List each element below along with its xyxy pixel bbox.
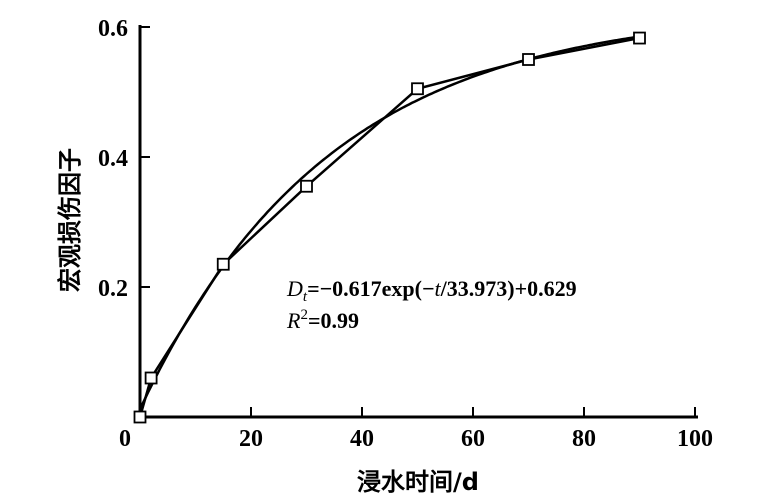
y-axis-label: 宏观损伤因子	[56, 148, 84, 292]
y-tick-label: 0.6	[98, 16, 128, 42]
y-tick-label: 0.2	[98, 276, 128, 302]
x-axis-label: 浸水时间/d	[357, 468, 479, 496]
data-line	[138, 36, 640, 418]
fit-equation: Dt=−0.617exp(−t/33.973)+0.629	[286, 276, 577, 305]
x-tick-label: 20	[239, 426, 263, 452]
data-point	[633, 31, 646, 45]
x-tick-label: 0	[119, 426, 131, 452]
data-point	[300, 179, 313, 193]
data-point	[133, 410, 147, 424]
y-tick-label: 0.4	[98, 146, 128, 172]
fit-curve	[138, 35, 640, 410]
r-squared: R2=0.99	[286, 307, 359, 333]
data-point	[522, 53, 535, 66]
data-point	[411, 82, 424, 96]
data-point	[216, 257, 230, 271]
x-tick-label: 100	[677, 426, 713, 452]
x-tick-label: 60	[461, 426, 485, 452]
x-tick-label: 40	[350, 426, 374, 452]
data-point	[144, 371, 158, 385]
x-tick-label: 80	[572, 426, 596, 452]
